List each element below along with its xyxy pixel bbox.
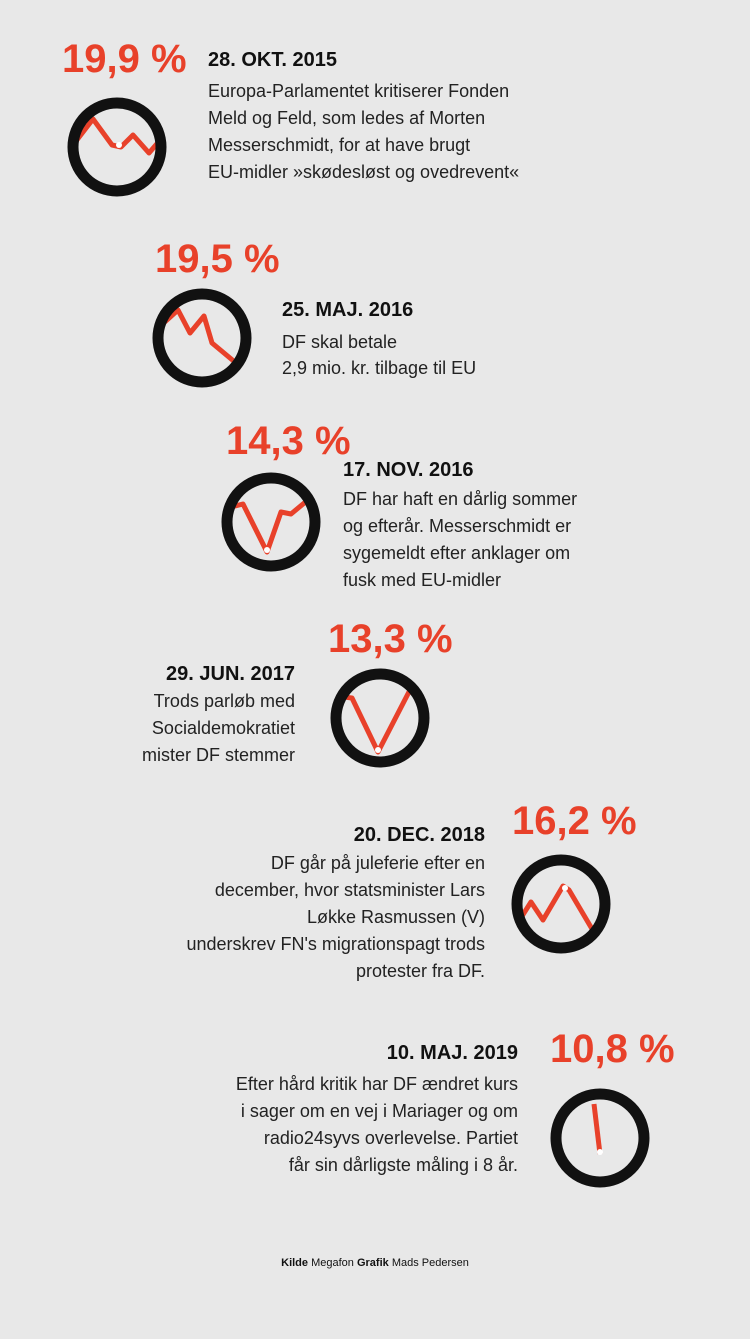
- event: 19,9 % 28. OKT. 2015 Europa-Parlamentet kr…: [62, 37, 519, 197]
- description-line: protester fra DF.: [356, 961, 485, 981]
- trend-line: [591, 1103, 603, 1155]
- description-line: sygemeldt efter anklager om: [343, 543, 570, 563]
- description-line: Messerschmidt, for at have brugt: [208, 135, 470, 155]
- graphic: Mads Pedersen: [392, 1257, 469, 1269]
- date: 17. NOV. 2016: [343, 459, 473, 481]
- description-line: Løkke Rasmussen (V): [307, 907, 485, 927]
- ring: [152, 288, 252, 388]
- percent: 14,3 %: [226, 419, 351, 463]
- ring: [67, 97, 167, 197]
- description-line: DF skal betale: [282, 332, 397, 352]
- description-line: Socialdemokratiet: [152, 718, 295, 738]
- description-line: i sager om en vej i Mariager og om: [241, 1101, 518, 1121]
- description-line: DF går på juleferie efter en: [271, 853, 485, 873]
- description-line: 2,9 mio. kr. tilbage til EU: [282, 358, 476, 378]
- source-label: Kilde: [281, 1257, 308, 1269]
- date: 29. JUN. 2017: [166, 663, 295, 685]
- ring: [330, 668, 430, 768]
- description-line: radio24syvs overlevelse. Partiet: [264, 1128, 518, 1148]
- description-line: får sin dårligste måling i 8 år.: [289, 1155, 518, 1175]
- date: 25. MAJ. 2016: [282, 299, 413, 321]
- ring: [511, 854, 611, 954]
- percent: 19,5 %: [155, 237, 280, 281]
- trend-dot: [116, 142, 122, 148]
- description-line: DF har haft en dårlig sommer: [343, 489, 577, 509]
- description-line: EU-midler »skødesløst og ovedrevent«: [208, 162, 519, 182]
- description-line: og efterår. Messerschmidt er: [343, 516, 571, 536]
- trend-line: [229, 492, 313, 555]
- description-line: Efter hård kritik har DF ændret kurs: [236, 1074, 518, 1094]
- event: 16,2 % 20. DEC. 2018 DF går på juleferie e…: [186, 799, 636, 981]
- trend-dot: [597, 1149, 603, 1155]
- percent: 19,9 %: [62, 37, 187, 81]
- footer: Kilde Megafon Grafik Mads Pedersen: [281, 1257, 469, 1269]
- percent: 13,3 %: [328, 617, 453, 661]
- event: 10,8 % 10. MAJ. 2019 Efter hård kritik har…: [236, 1027, 675, 1188]
- description-line: Trods parløb med: [154, 691, 295, 711]
- description-line: Meld og Feld, som ledes af Morten: [208, 108, 485, 128]
- graphic-label: Grafik: [357, 1257, 390, 1269]
- trend-dot: [562, 885, 568, 891]
- trend-dot: [264, 547, 270, 553]
- trend-line: [519, 883, 598, 936]
- date: 20. DEC. 2018: [354, 824, 485, 846]
- date: 10. MAJ. 2019: [387, 1042, 518, 1064]
- description-line: fusk med EU-midler: [343, 570, 501, 590]
- description-line: mister DF stemmer: [142, 745, 295, 765]
- trend-dot: [375, 747, 381, 753]
- description-line: underskrev FN's migrationspagt trods: [186, 934, 485, 954]
- description-line: Europa-Parlamentet kritiserer Fonden: [208, 81, 509, 101]
- percent: 10,8 %: [550, 1027, 675, 1071]
- description-line: december, hvor statsminister Lars: [215, 880, 485, 900]
- event: 19,5 %25. MAJ. 2016 DF skal betale 2,9 mio…: [152, 237, 476, 388]
- trend-line: [160, 307, 244, 370]
- date: 28. OKT. 2015: [208, 49, 337, 71]
- ring: [221, 472, 321, 572]
- event: 13,3 % 29. JUN. 2017 Trods parløb med Socia…: [142, 617, 453, 768]
- ring: [550, 1088, 650, 1188]
- source: Megafon: [311, 1257, 354, 1269]
- event: 14,3 %17. NOV. 2016 DF har haft en dårlig…: [221, 419, 577, 590]
- percent: 16,2 %: [512, 799, 637, 843]
